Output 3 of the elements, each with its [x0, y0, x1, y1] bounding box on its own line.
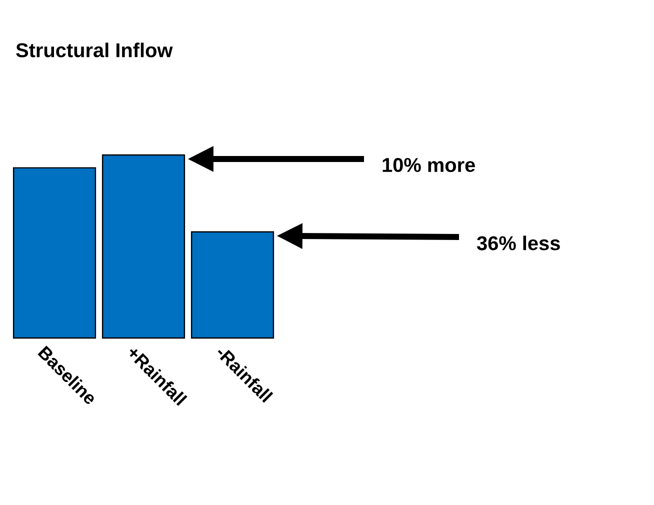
chart-title: Structural Inflow [16, 42, 173, 58]
text: 10% more [382, 158, 475, 172]
text: 36% less [476, 236, 560, 250]
